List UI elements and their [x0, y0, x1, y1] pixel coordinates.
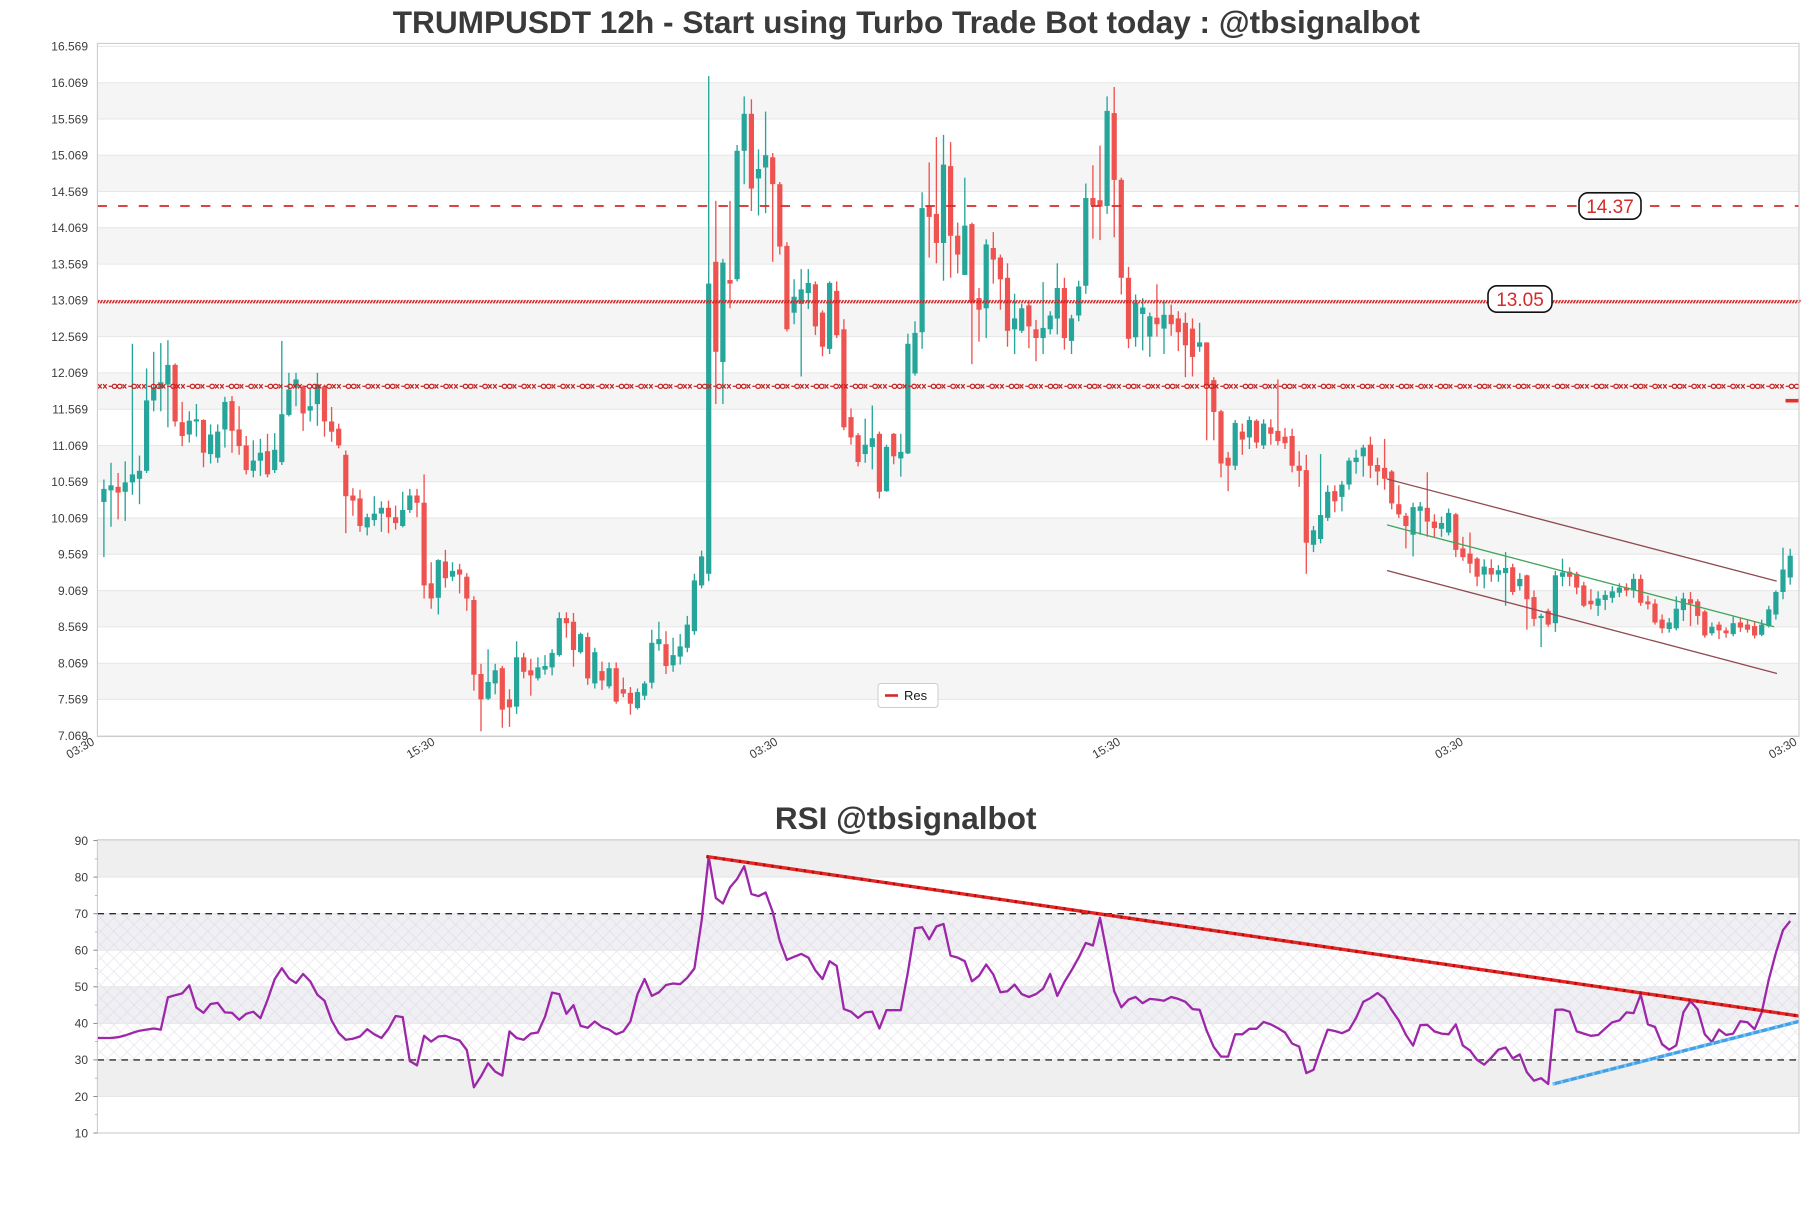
svg-text:50: 50 [75, 980, 89, 994]
svg-text:20: 20 [75, 1090, 89, 1104]
svg-text:11.569: 11.569 [52, 403, 88, 417]
svg-text:10.569: 10.569 [51, 475, 88, 489]
svg-text:14.569: 14.569 [51, 185, 88, 199]
svg-text:11.069: 11.069 [52, 439, 88, 453]
svg-text:90: 90 [75, 834, 89, 848]
svg-text:9.569: 9.569 [58, 548, 88, 562]
svg-text:7.069: 7.069 [58, 729, 88, 743]
svg-text:15.069: 15.069 [51, 149, 88, 163]
svg-text:13.569: 13.569 [51, 257, 88, 271]
svg-text:80: 80 [75, 870, 89, 884]
svg-text:RSI @tbsignalbot: RSI @tbsignalbot [775, 800, 1037, 836]
svg-text:9.069: 9.069 [58, 584, 88, 598]
svg-text:12.069: 12.069 [51, 366, 88, 380]
svg-text:12.569: 12.569 [51, 330, 88, 344]
svg-text:30: 30 [75, 1053, 89, 1067]
svg-text:13.05: 13.05 [1496, 290, 1544, 311]
svg-text:15.569: 15.569 [51, 112, 88, 126]
svg-text:60: 60 [75, 944, 89, 958]
svg-text:70: 70 [75, 907, 89, 921]
svg-text:10: 10 [75, 1126, 89, 1140]
svg-text:40: 40 [75, 1017, 89, 1031]
svg-text:13.069: 13.069 [51, 294, 88, 308]
svg-text:8.069: 8.069 [58, 657, 88, 671]
svg-text:8.569: 8.569 [58, 620, 88, 634]
svg-text:Res: Res [904, 688, 928, 703]
svg-text:14.069: 14.069 [51, 221, 88, 235]
svg-text:14.37: 14.37 [1586, 197, 1634, 218]
svg-text:TRUMPUSDT 12h - Start using Tu: TRUMPUSDT 12h - Start using Turbo Trade … [393, 4, 1421, 40]
svg-text:16.069: 16.069 [51, 76, 88, 90]
svg-text:16.569: 16.569 [51, 40, 88, 54]
svg-text:7.569: 7.569 [58, 693, 88, 707]
svg-text:10.069: 10.069 [51, 511, 88, 525]
